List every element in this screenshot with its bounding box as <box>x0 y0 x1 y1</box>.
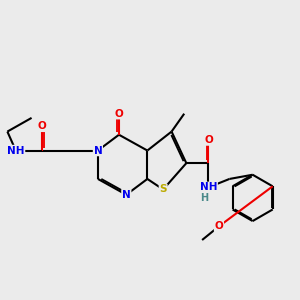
Text: S: S <box>159 184 167 194</box>
Text: N: N <box>94 146 102 155</box>
Text: O: O <box>214 221 223 231</box>
Text: O: O <box>115 109 123 119</box>
Text: NH: NH <box>7 146 25 155</box>
Text: H: H <box>200 193 208 203</box>
Text: N: N <box>122 190 131 200</box>
Text: O: O <box>204 135 213 145</box>
Text: O: O <box>38 121 46 131</box>
Text: NH: NH <box>200 182 217 192</box>
